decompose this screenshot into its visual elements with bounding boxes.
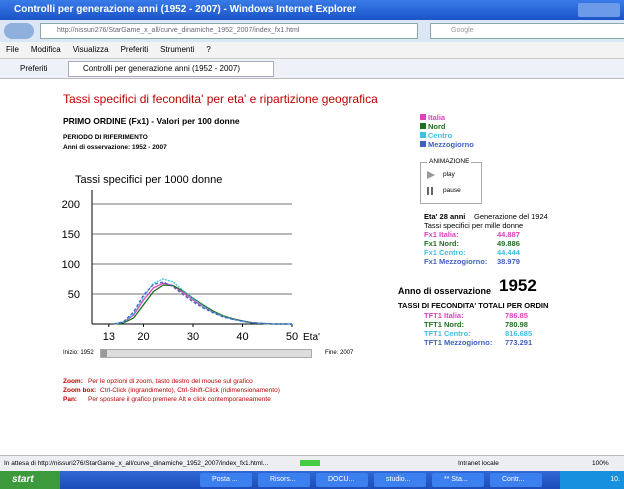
task-item[interactable]: Posta ... bbox=[200, 473, 252, 487]
legend-swatch bbox=[420, 141, 426, 147]
info-label: Fx1 Centro: bbox=[424, 248, 466, 257]
year: 1952 bbox=[499, 276, 537, 295]
window-title: Controlli per generazione anni (1952 - 2… bbox=[14, 4, 357, 15]
note-text: Per spostare il grafico premere Alt e cl… bbox=[88, 396, 271, 403]
legend-label: Centro bbox=[428, 131, 453, 140]
clock: 10. bbox=[560, 471, 624, 489]
subtitle: PRIMO ORDINE (Fx1) - Valori per 100 donn… bbox=[63, 116, 240, 126]
legend-label: Nord bbox=[428, 122, 446, 131]
menu-item[interactable]: File bbox=[6, 45, 19, 54]
nav-buttons[interactable] bbox=[4, 23, 34, 39]
play-icon[interactable] bbox=[427, 171, 435, 179]
play[interactable]: play bbox=[443, 171, 455, 178]
x-tick-label: 40 bbox=[236, 331, 248, 343]
title-bar: Controlli per generazione anni (1952 - 2… bbox=[0, 0, 624, 20]
info-value: 38.979 bbox=[497, 257, 520, 266]
task-item[interactable]: Contr... bbox=[490, 473, 542, 487]
chart-title: Tassi specifici per 1000 donne bbox=[75, 174, 222, 186]
totals-value: 773.291 bbox=[505, 338, 533, 347]
pause[interactable]: pause bbox=[443, 187, 461, 194]
period-label: PERIODO DI RIFERIMENTO bbox=[63, 134, 148, 141]
pause-icon[interactable] bbox=[427, 187, 433, 195]
totals-value: 786.85 bbox=[505, 311, 528, 320]
note-text: Per le opzioni di zoom, tasto destro del… bbox=[88, 378, 253, 385]
note-text: Ctrl-Click (ingrandimento), Ctrl-Shift-C… bbox=[100, 387, 280, 394]
series-line bbox=[113, 282, 292, 325]
tab[interactable]: Controlli per generazione anni (1952 - 2… bbox=[68, 61, 274, 77]
search-box[interactable]: Google bbox=[430, 23, 624, 39]
status-bar: In attesa di http://nissuri276/StarGame_… bbox=[0, 455, 624, 471]
info-label: Fx1 Mezzogiorno: bbox=[424, 257, 488, 266]
y-tick-label: 150 bbox=[62, 229, 80, 241]
address-bar[interactable]: http://nissuri276/StarGame_x_all/curve_d… bbox=[40, 23, 418, 39]
info-label: Fx1 Italia: bbox=[424, 230, 459, 239]
menu-bar: File Modifica Visualizza Preferiti Strumenti… bbox=[0, 42, 624, 59]
x-tick-label: 20 bbox=[137, 331, 149, 343]
favorites[interactable]: Preferiti bbox=[20, 64, 48, 73]
menu-item[interactable]: Modifica bbox=[30, 45, 61, 54]
task-item[interactable]: DOCU... bbox=[316, 473, 368, 487]
favorites-bar: Preferiti Controlli per generazione anni… bbox=[0, 59, 624, 79]
year-label: Anno di osservazione bbox=[398, 286, 492, 296]
info-label: Fx1 Nord: bbox=[424, 239, 460, 248]
totals-value: 780.98 bbox=[505, 320, 528, 329]
page-title: Tassi specifici di fecondita' per eta' e… bbox=[63, 92, 378, 106]
slider[interactable] bbox=[100, 349, 312, 358]
totals-label: TFT1 Centro: bbox=[424, 329, 471, 338]
zone: Intranet locale bbox=[458, 460, 499, 467]
info-value: 49.886 bbox=[497, 239, 520, 248]
period: Anni di osservazione: 1952 - 2007 bbox=[63, 144, 167, 151]
info-value: 44.444 bbox=[497, 248, 520, 257]
note-label: Zoom box: bbox=[63, 387, 97, 394]
legend-label: Italia bbox=[428, 113, 446, 122]
address-row: http://nissuri276/StarGame_x_all/curve_d… bbox=[0, 20, 624, 42]
legend-swatch bbox=[420, 132, 426, 138]
y-tick-label: 100 bbox=[62, 259, 80, 271]
menu-item[interactable]: ? bbox=[206, 45, 211, 54]
totals-label: TFT1 Italia: bbox=[424, 311, 464, 320]
legend-swatch bbox=[420, 123, 426, 129]
age: Eta' 28 anni bbox=[424, 212, 466, 221]
legend-label: Mezzogiorno bbox=[428, 140, 474, 149]
totals-value: 816.685 bbox=[505, 329, 533, 338]
animation-box: ANIMAZIONE play pause bbox=[420, 158, 482, 204]
note-label: Pan: bbox=[63, 396, 78, 403]
series-line bbox=[113, 281, 292, 325]
y-tick-label: 200 bbox=[62, 199, 80, 211]
task-item[interactable]: ** Sta... bbox=[432, 473, 484, 487]
x-tick-label: 30 bbox=[187, 331, 199, 343]
status-text: In attesa di http://nissuri276/StarGame_… bbox=[4, 460, 269, 467]
menu-item[interactable]: Visualizza bbox=[72, 45, 109, 54]
progress bbox=[300, 460, 320, 466]
x-tick-label: 13 bbox=[103, 331, 115, 343]
totals-label: TFT1 Mezzogiorno: bbox=[424, 338, 493, 347]
note-label: Zoom: bbox=[63, 378, 83, 385]
x-tick-label: 50 bbox=[286, 331, 298, 343]
legend-swatch bbox=[420, 114, 426, 120]
x-axis-label: Eta' bbox=[303, 332, 320, 343]
task-item[interactable]: studio... bbox=[374, 473, 426, 487]
animation-title: ANIMAZIONE bbox=[427, 158, 472, 165]
info-caption: Tassi specifici per mille donne bbox=[424, 221, 524, 230]
generation: Generazione del 1924 bbox=[474, 212, 548, 221]
menu-item[interactable]: Preferiti bbox=[120, 45, 149, 54]
totals-label: TFT1 Nord: bbox=[424, 320, 464, 329]
zoom[interactable]: 100% bbox=[592, 460, 609, 467]
taskbar: start 10. Posta ... Risors... DOCU... studi… bbox=[0, 471, 624, 489]
start-button[interactable]: start bbox=[0, 471, 60, 489]
y-tick-label: 50 bbox=[68, 289, 80, 301]
slider-end: Fine: 2007 bbox=[325, 350, 354, 356]
slider-start: Inizio: 1952 bbox=[63, 350, 94, 356]
menu-item[interactable]: Strumenti bbox=[160, 45, 195, 54]
task-item[interactable]: Risors... bbox=[258, 473, 310, 487]
totals-title: TASSI DI FECONDITA' TOTALI PER ORDIN bbox=[398, 301, 549, 310]
info-value: 44.887 bbox=[497, 230, 520, 239]
window-controls[interactable] bbox=[578, 3, 620, 17]
